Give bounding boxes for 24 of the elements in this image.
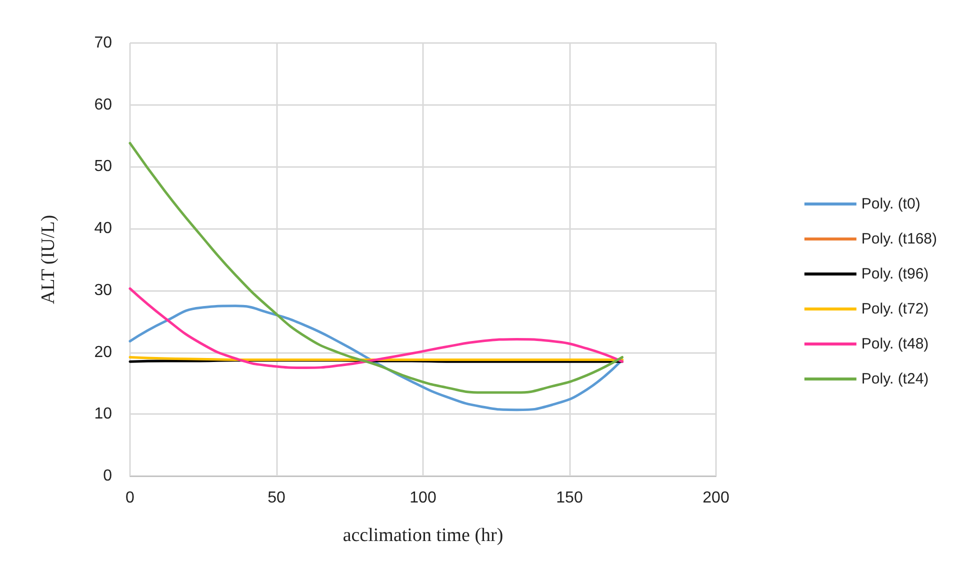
line-series <box>128 287 624 369</box>
x-tick-label: 200 <box>702 490 730 506</box>
y-axis-title: ALT (IU/L) <box>38 214 59 304</box>
x-tick-label: 100 <box>410 490 436 506</box>
legend-label: Poly. (t96) <box>861 266 929 282</box>
y-tick-label: 10 <box>94 406 112 423</box>
y-tick-label: 60 <box>94 96 112 114</box>
legend-label: Poly. (t72) <box>861 300 929 318</box>
x-tick-label: 50 <box>268 490 286 506</box>
legend-label: Poly. (t168) <box>861 230 938 248</box>
y-tick-label: 50 <box>94 158 112 176</box>
legend-label: Poly. (t24) <box>861 370 929 388</box>
x-axis-title: acclimation time (hr) <box>342 525 504 546</box>
y-tick-label: 20 <box>94 344 112 361</box>
line-series <box>128 304 624 412</box>
y-tick-label: 0 <box>103 468 112 484</box>
y-tick-label: 40 <box>94 220 112 238</box>
y-tick-label: 30 <box>94 282 112 299</box>
legend-label: Poly. (t0) <box>861 196 920 212</box>
x-tick-label: 0 <box>126 490 135 506</box>
y-tick-label: 70 <box>94 34 112 52</box>
line-series <box>128 142 624 394</box>
legend-label: Poly. (t48) <box>861 336 929 352</box>
x-tick-label: 150 <box>556 490 583 506</box>
